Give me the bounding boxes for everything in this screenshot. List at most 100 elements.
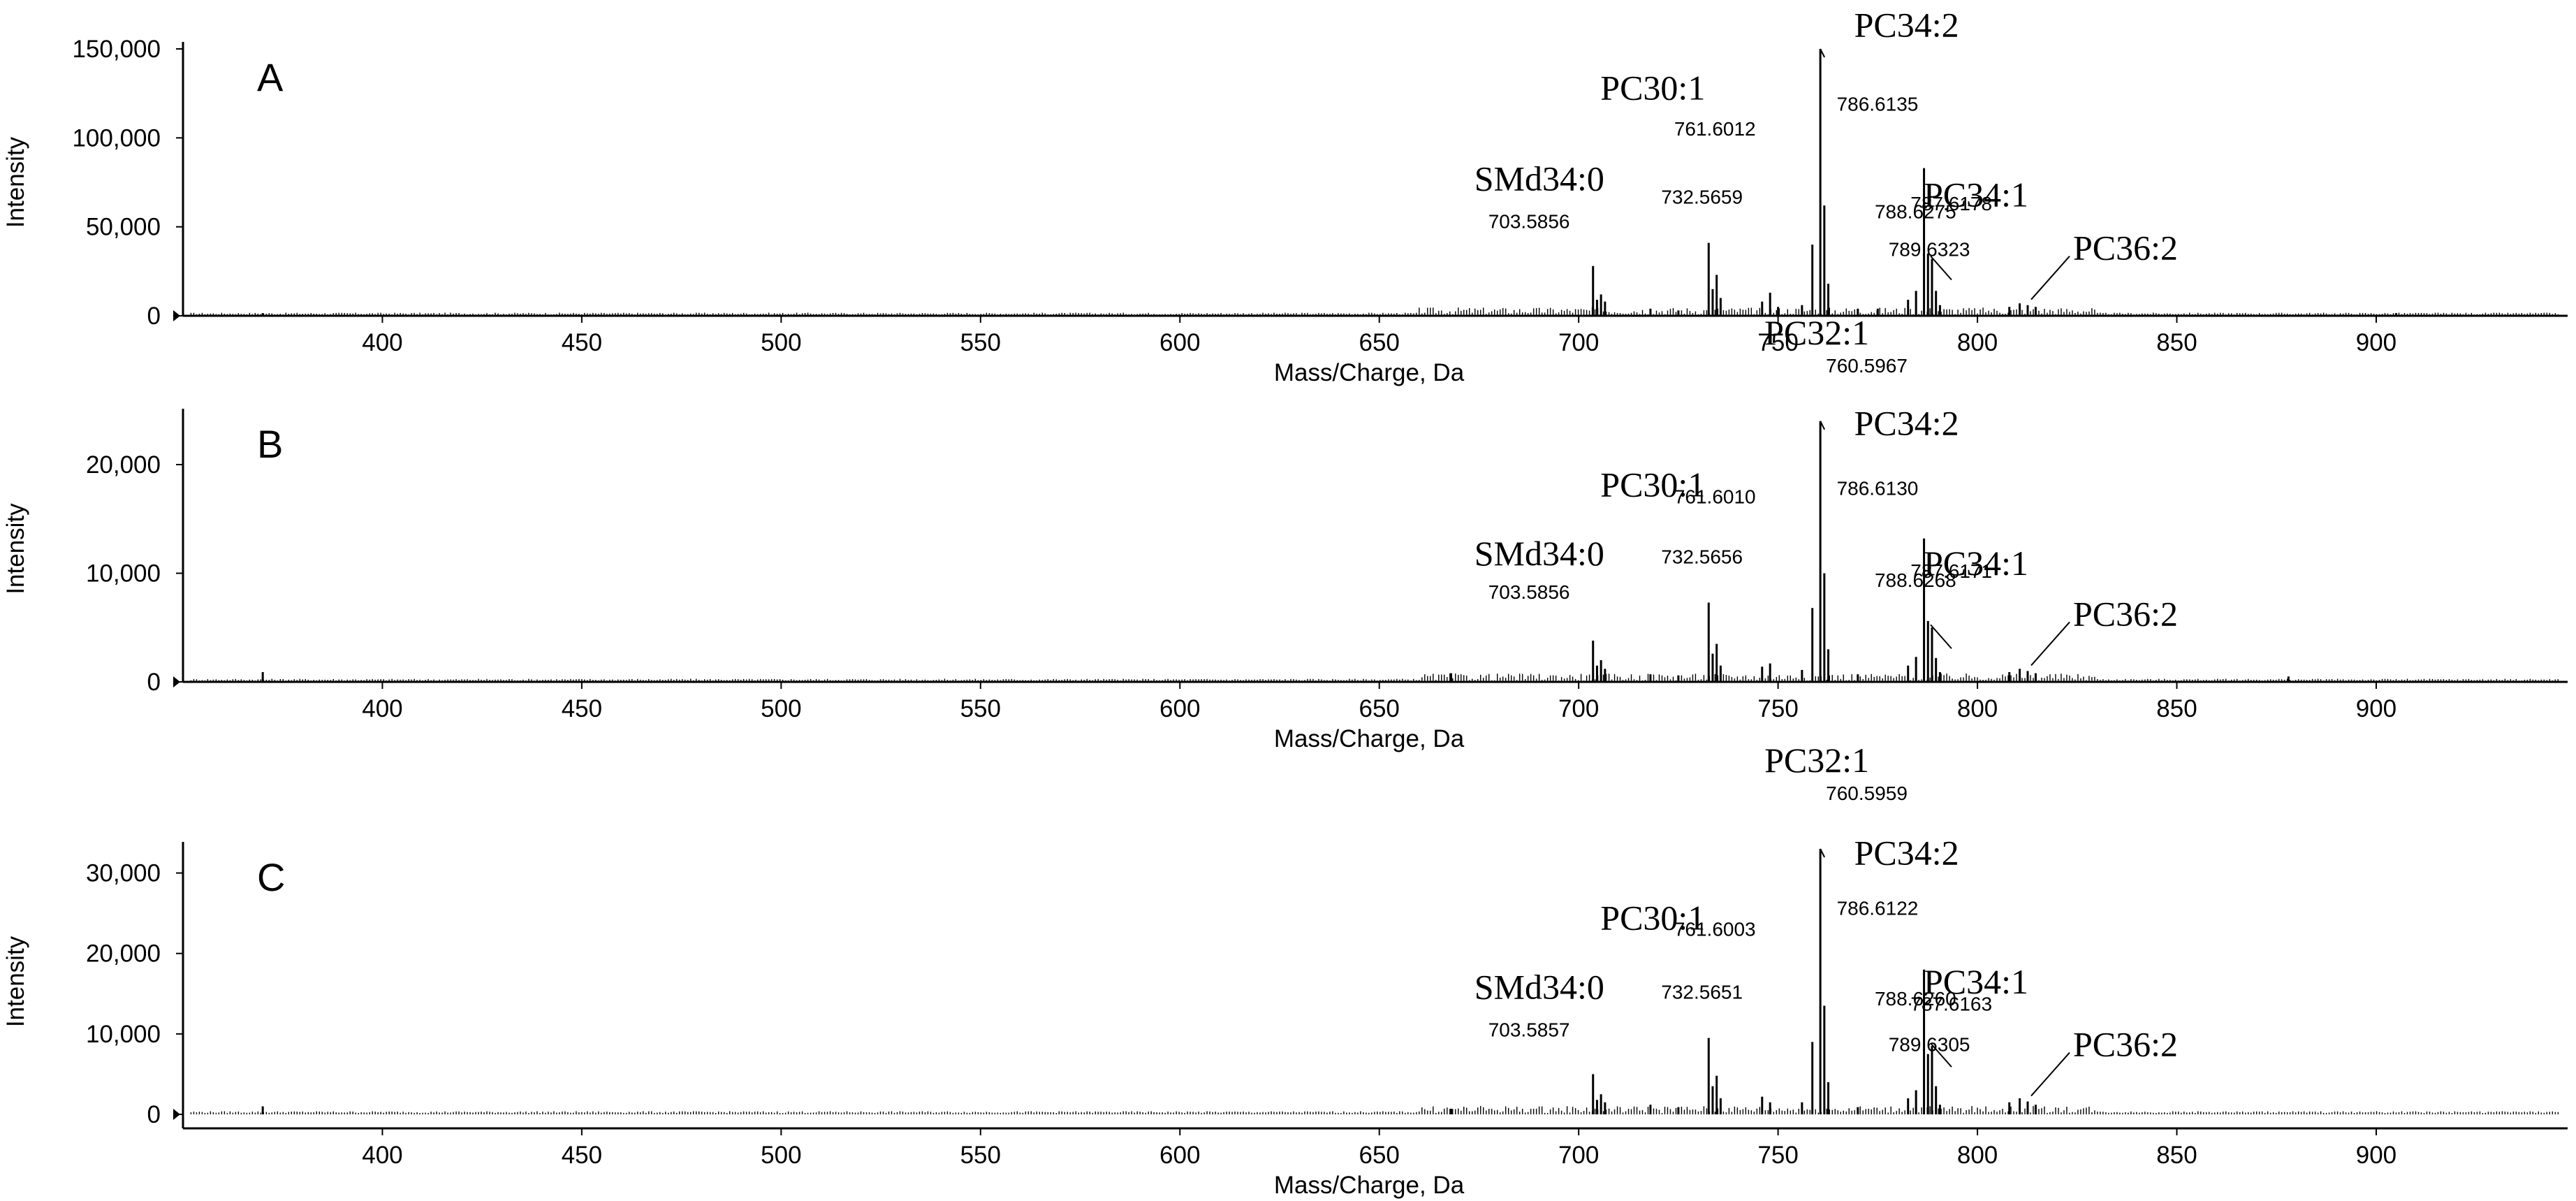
x-tick-label: 750 [1757, 1142, 1798, 1169]
x-tick-label: 500 [761, 1142, 801, 1169]
x-tick-label: 850 [2156, 1142, 2197, 1169]
y-tick-label: 0 [147, 1101, 161, 1128]
x-tick-label: 750 [1757, 695, 1798, 722]
peak-mz-label: 761.6003 [1674, 919, 1756, 940]
x-tick-label: 500 [761, 329, 801, 356]
peak-mz-label: 760.5959 [1826, 783, 1908, 804]
spectrum-panel-a: 400 450 500 550 600 650 700 750 800 850 900 0 50,000… [2, 6, 2568, 386]
y-axis-title: Intensity [2, 936, 29, 1027]
lipid-species-label: PC36:2 [2073, 1025, 2178, 1064]
noise-baseline [190, 1106, 2559, 1114]
x-tick-label: 450 [562, 695, 602, 722]
x-tick-label: 700 [1558, 695, 1599, 722]
x-tick-label: 400 [362, 329, 402, 356]
y-tick-label: 10,000 [86, 1021, 161, 1048]
lipid-species-label: PC32:1 [1764, 741, 1869, 780]
peak-mz-label: 761.6012 [1674, 118, 1756, 140]
peak-mz-label: 732.5651 [1661, 982, 1743, 1003]
peak-mz-label: 703.5856 [1488, 211, 1570, 233]
panel-letter: C [257, 855, 285, 899]
x-tick-label: 550 [960, 1142, 1001, 1169]
x-tick-label: 550 [960, 329, 1001, 356]
peak-mz-label: 786.6135 [1837, 94, 1919, 115]
peak-mz-label: 788.6260 [1875, 988, 1956, 1010]
x-tick-label: 450 [562, 329, 602, 356]
x-tick-label: 650 [1359, 695, 1400, 722]
noise-baseline [190, 674, 2559, 682]
peak-mz-label: 703.5857 [1488, 1019, 1570, 1040]
x-tick-label: 900 [2356, 1142, 2396, 1169]
panel-letter: B [257, 422, 283, 466]
y-tick-label: 150,000 [72, 36, 161, 63]
x-tick-label: 750 [1757, 329, 1798, 356]
x-axis-title: Mass/Charge, Da [1274, 1172, 1465, 1199]
y-tick-label: 50,000 [86, 214, 161, 241]
y-tick-label: 20,000 [86, 940, 161, 968]
x-tick-label: 800 [1957, 329, 1998, 356]
peak-mz-label: 787.6163 [1910, 993, 1992, 1015]
lipid-species-label: SMd34:0 [1474, 534, 1604, 573]
label-leader [2030, 621, 2070, 667]
x-tick-label: 550 [960, 695, 1001, 722]
label-leader [1820, 48, 1826, 58]
x-tick-label: 650 [1359, 329, 1400, 356]
peak-mz-label: 761.6010 [1674, 486, 1756, 507]
y-tick-label: 0 [147, 669, 161, 696]
lipid-species-label: PC34:2 [1854, 404, 1959, 443]
x-tick-label: 600 [1159, 1142, 1200, 1169]
peak-mz-label: 787.6178 [1910, 193, 1992, 214]
y-tick-label: 100,000 [72, 124, 161, 152]
lipid-species-label: PC30:1 [1600, 465, 1705, 504]
peak-mz-label: 788.6275 [1875, 201, 1956, 223]
label-leader [1820, 421, 1826, 430]
label-leader [1930, 255, 1952, 281]
y-axis-title: Intensity [2, 136, 29, 228]
panel-letter: A [257, 55, 284, 99]
y-axis-title: Intensity [2, 503, 29, 595]
peak-mz-label: 787.6171 [1910, 560, 1992, 582]
peak-mz-label: 786.6122 [1837, 898, 1919, 919]
x-tick-label: 650 [1359, 1142, 1400, 1169]
x-tick-label: 400 [362, 1142, 402, 1169]
x-tick-label: 850 [2156, 695, 2197, 722]
lipid-species-label: PC36:2 [2073, 228, 2178, 268]
x-tick-label: 600 [1159, 695, 1200, 722]
label-leader [2030, 1051, 2070, 1097]
spectrum-panel-c: 400 450 500 550 600 650 700 750 800 850 900 0 10,000… [2, 741, 2568, 1199]
spectrum-panel-b: 400 450 500 550 600 650 700 750 800 850 900 0 10,000… [2, 313, 2568, 752]
lipid-species-label: SMd34:0 [1474, 159, 1604, 198]
label-leader [1930, 1042, 1952, 1068]
peak-mz-label: 789.6323 [1889, 238, 1970, 260]
x-tick-label: 450 [562, 1142, 602, 1169]
x-axis-title: Mass/Charge, Da [1274, 725, 1465, 752]
label-leader [1930, 624, 1952, 649]
x-tick-label: 900 [2356, 329, 2396, 356]
peak-mz-label: 789.6305 [1889, 1034, 1970, 1056]
y-tick-label: 20,000 [86, 451, 161, 479]
lipid-species-label: PC34:2 [1854, 834, 1959, 873]
peak-mz-label: 760.5967 [1826, 355, 1908, 377]
lipid-species-label: PC34:2 [1854, 6, 1959, 45]
peak-mz-label: 732.5659 [1661, 187, 1743, 208]
y-tick-label: 30,000 [86, 860, 161, 887]
lipid-species-label: PC30:1 [1600, 68, 1705, 108]
x-tick-label: 800 [1957, 695, 1998, 722]
lipid-species-label: PC34:1 [1924, 175, 2028, 214]
x-tick-label: 700 [1558, 1142, 1599, 1169]
peak-mz-label: 788.6268 [1875, 569, 1956, 591]
lipid-species-label: PC32:1 [1764, 313, 1869, 352]
x-tick-label: 600 [1159, 329, 1200, 356]
peak-mz-label: 703.5856 [1488, 581, 1570, 603]
lipid-species-label: PC36:2 [2073, 594, 2178, 633]
y-tick-label: 10,000 [86, 560, 161, 587]
lipid-species-label: SMd34:0 [1474, 967, 1604, 1006]
x-tick-label: 500 [761, 695, 801, 722]
x-tick-label: 850 [2156, 329, 2197, 356]
lipid-species-label: PC34:1 [1924, 962, 2028, 1001]
label-leader [1820, 848, 1826, 858]
x-tick-label: 800 [1957, 1142, 1998, 1169]
x-axis-title: Mass/Charge, Da [1274, 359, 1465, 386]
label-leader [2030, 256, 2070, 300]
